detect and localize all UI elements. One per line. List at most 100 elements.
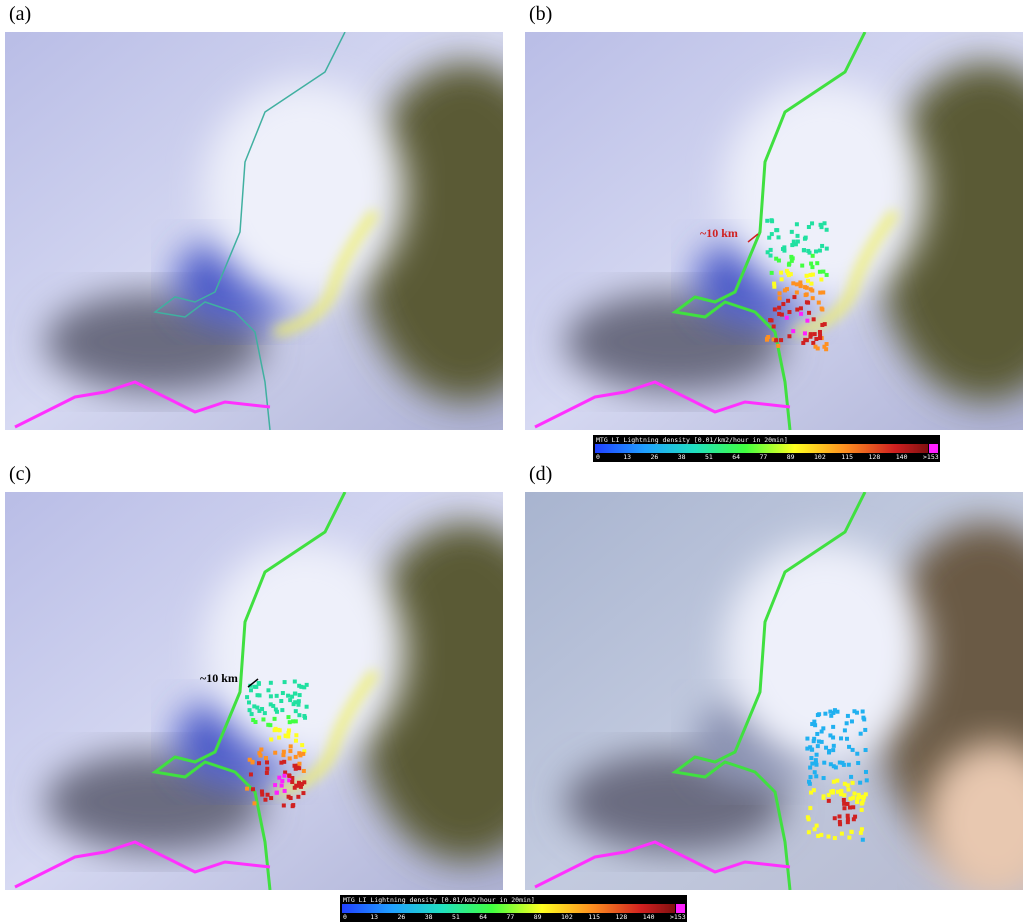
lightning-pixel: [790, 259, 794, 263]
colorbar-tick: 140: [643, 913, 655, 921]
lightning-pixel: [294, 709, 298, 713]
lightning-pixel: [847, 836, 851, 840]
lightning-pixel: [302, 769, 306, 773]
lightning-pixel: [842, 793, 846, 797]
lightning-pixel: [848, 797, 852, 801]
lightning-pixel: [297, 684, 301, 688]
lightning-pixel: [281, 691, 285, 695]
lightning-pixel: [809, 775, 813, 779]
lightning-pixel: [817, 712, 821, 716]
satellite-image: [525, 492, 1029, 902]
colorbar-tick: 51: [452, 913, 460, 921]
lightning-pixel: [832, 744, 836, 748]
lightning-pixel: [820, 740, 824, 744]
lightning-pixel: [297, 762, 301, 766]
lightning-pixel: [787, 334, 791, 338]
colorbar-tick: 64: [479, 913, 487, 921]
lightning-pixel: [260, 707, 264, 711]
lightning-pixel: [249, 772, 253, 776]
lightning-pixel: [791, 281, 795, 285]
lightning-pixel: [839, 736, 843, 740]
lightning-pixel: [809, 333, 813, 337]
lightning-pixel: [773, 307, 777, 311]
lightning-pixel: [849, 830, 853, 834]
lightning-pixel: [815, 732, 819, 736]
colorbar-tick: 26: [651, 453, 659, 461]
colorbar-tick: 140: [896, 453, 908, 461]
satellite-image: ~10 km: [5, 492, 575, 890]
panel-label: (d): [529, 463, 552, 485]
lightning-pixel: [809, 791, 813, 795]
colorbar-max: [929, 444, 938, 453]
lightning-pixel: [833, 816, 837, 820]
lightning-pixel: [815, 753, 819, 757]
bright-cloud: [205, 542, 405, 762]
colorbar-tick: 38: [425, 913, 433, 921]
lightning-pixel: [253, 801, 257, 805]
lightning-pixel: [261, 717, 265, 721]
lightning-pixel: [795, 290, 799, 294]
lightning-pixel: [860, 808, 864, 812]
lightning-pixel: [846, 820, 850, 824]
colorbar-title: MTG LI Lightning density [0.01/km2/hour …: [596, 436, 788, 444]
lightning-pixel: [282, 774, 286, 778]
lightning-pixel: [294, 739, 298, 743]
lightning-pixel: [819, 223, 823, 227]
lightning-pixel: [305, 683, 309, 687]
lightning-pixel: [813, 827, 817, 831]
lightning-pixel: [796, 234, 800, 238]
lightning-pixel: [805, 747, 809, 751]
lightning-pixel: [772, 282, 776, 286]
lightning-pixel: [856, 761, 860, 765]
lightning-pixel: [818, 336, 822, 340]
lightning-pixel: [266, 688, 270, 692]
colorbar-tick: 77: [507, 913, 515, 921]
lightning-pixel: [804, 236, 808, 240]
lightning-pixel: [840, 832, 844, 836]
lightning-pixel: [780, 277, 784, 281]
lightning-pixel: [288, 756, 292, 760]
lightning-pixel: [855, 711, 859, 715]
lightning-pixel: [814, 337, 818, 341]
lightning-pixel: [810, 221, 814, 225]
lightning-pixel: [273, 783, 277, 787]
lightning-pixel: [865, 778, 869, 782]
lightning-pixel: [286, 715, 290, 719]
lightning-pixel: [851, 748, 855, 752]
lightning-pixel: [280, 779, 284, 783]
colorbar: MTG LI Lightning density [0.01/km2/hour …: [593, 435, 940, 462]
lightning-pixel: [269, 737, 273, 741]
lightning-pixel: [303, 716, 307, 720]
lightning-pixel: [269, 694, 273, 698]
lightning-pixel: [847, 788, 851, 792]
lightning-pixel: [809, 756, 813, 760]
lightning-pixel: [291, 804, 295, 808]
lightning-pixel: [292, 702, 296, 706]
lightning-pixel: [799, 306, 803, 310]
lightning-pixel: [850, 719, 854, 723]
lightning-pixel: [807, 780, 811, 784]
lightning-pixel: [822, 794, 826, 798]
lightning-pixel: [811, 254, 815, 258]
colorbar-tick: 51: [705, 453, 713, 461]
lightning-pixel: [798, 280, 802, 284]
lightning-pixel: [264, 756, 268, 760]
lightning-pixel: [831, 725, 835, 729]
lightning-pixel: [825, 247, 829, 251]
lightning-pixel: [810, 289, 814, 293]
lightning-pixel: [795, 282, 799, 286]
lightning-pixel: [814, 774, 818, 778]
lightning-pixel: [269, 796, 273, 800]
lightning-pixel: [807, 225, 811, 229]
lightning-pixel: [812, 737, 816, 741]
lightning-pixel: [801, 341, 805, 345]
lightning-pixel: [249, 688, 253, 692]
lightning-pixel: [806, 279, 810, 283]
colorbar-ramp: [595, 444, 928, 453]
lightning-pixel: [790, 243, 794, 247]
colorbar-tick: 77: [760, 453, 768, 461]
satellite-image: ~10 km: [525, 32, 1029, 430]
scale-annotation: ~10 km: [200, 671, 238, 685]
lightning-pixel: [766, 335, 770, 339]
lightning-pixel: [851, 781, 855, 785]
